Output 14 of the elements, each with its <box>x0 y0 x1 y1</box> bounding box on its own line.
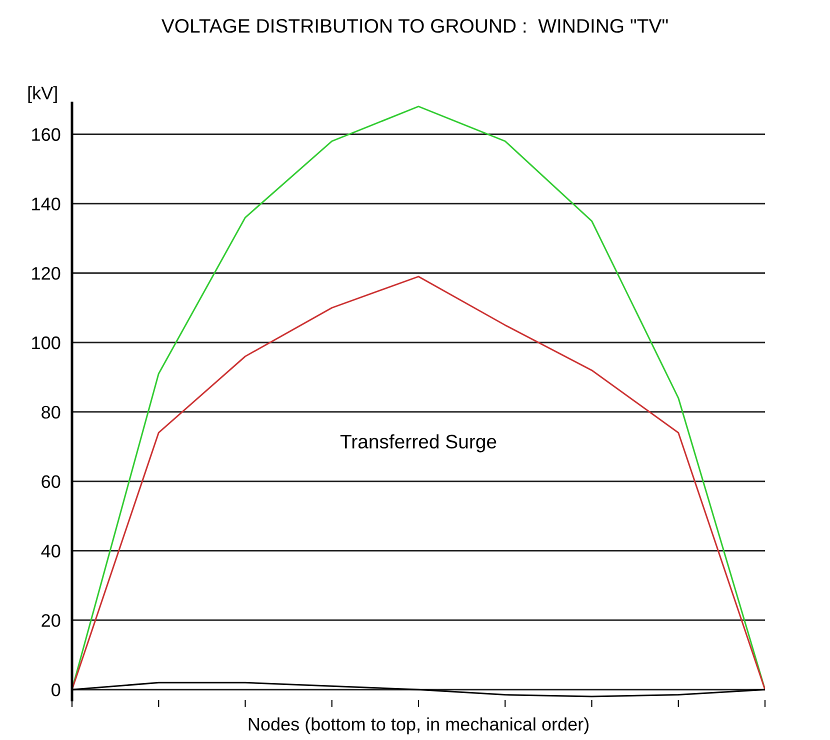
annotation: Transferred Surge <box>340 434 496 452</box>
y-tick-label: 20 <box>42 614 60 627</box>
y-axis-title: [kV] <box>28 86 57 103</box>
line-series <box>72 276 765 690</box>
y-tick-label: 80 <box>42 406 60 419</box>
y-tick-label: 160 <box>32 128 60 141</box>
y-tick-label: 140 <box>32 198 60 210</box>
y-tick-label: 120 <box>32 267 60 280</box>
y-tick-label: 60 <box>42 475 60 488</box>
y-tick-label: 0 <box>52 684 60 696</box>
y-tick-label: 100 <box>32 336 60 350</box>
x-axis-title: Nodes (bottom to top, in mechanical order) <box>248 717 588 734</box>
y-tick-label: 40 <box>41 544 60 558</box>
chart-title: VOLTAGE DISTRIBUTION TO GROUND : WINDING "TV" <box>161 19 668 33</box>
